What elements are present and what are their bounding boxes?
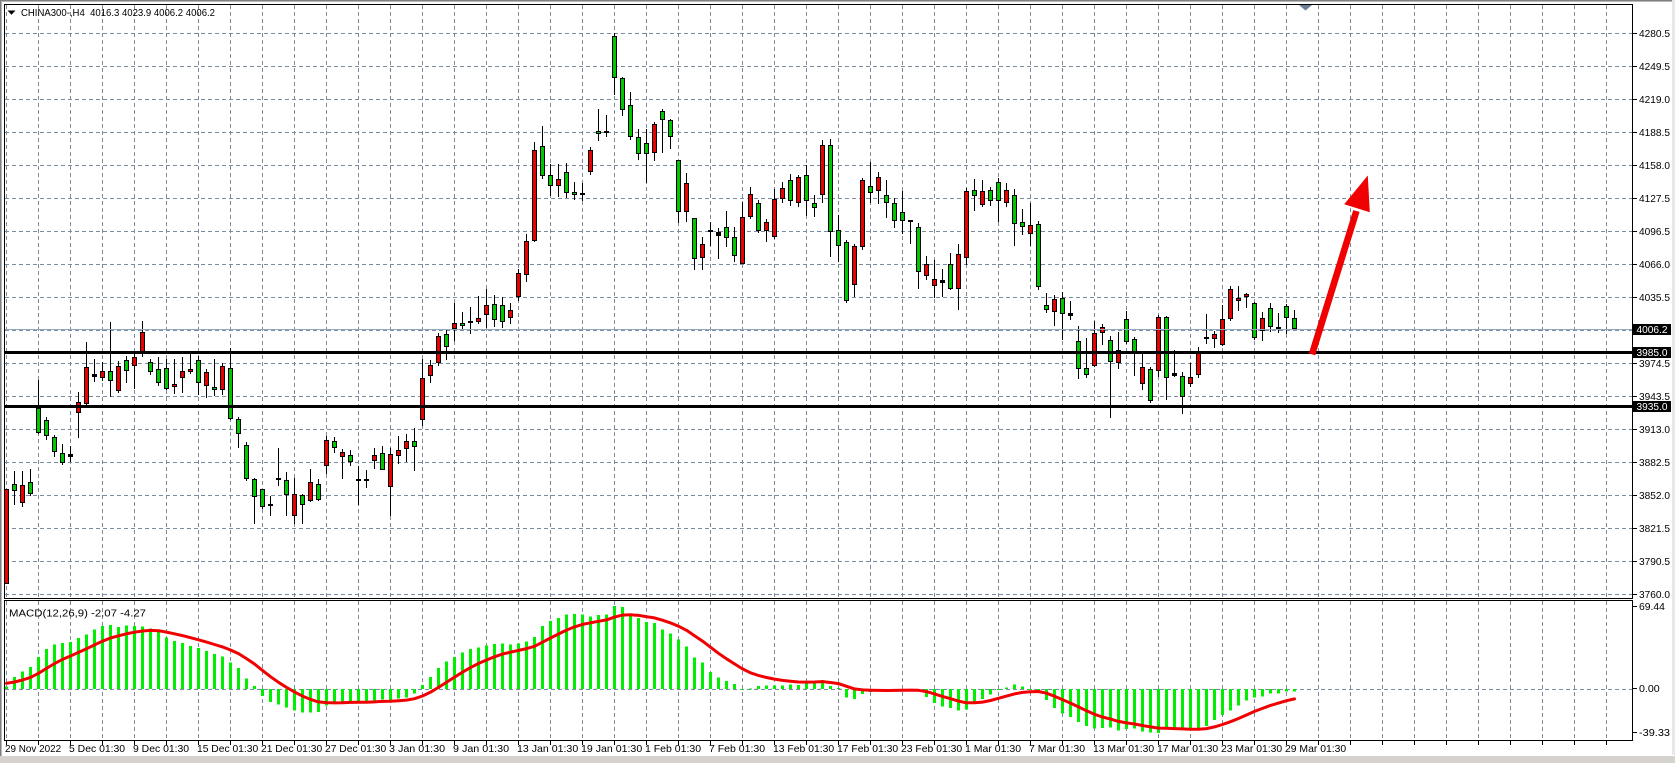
svg-text:17 Mar 01:30: 17 Mar 01:30 xyxy=(1157,743,1218,755)
svg-text:29 Mar 01:30: 29 Mar 01:30 xyxy=(1285,743,1346,755)
svg-text:17 Feb 01:30: 17 Feb 01:30 xyxy=(837,743,898,755)
svg-text:3935.0: 3935.0 xyxy=(1637,402,1668,413)
svg-text:4096.5: 4096.5 xyxy=(1639,226,1670,238)
svg-text:4219.0: 4219.0 xyxy=(1639,94,1670,106)
svg-text:15 Dec 01:30: 15 Dec 01:30 xyxy=(197,743,258,755)
svg-text:3974.5: 3974.5 xyxy=(1639,358,1670,370)
svg-text:3852.0: 3852.0 xyxy=(1639,490,1670,502)
svg-text:3760.0: 3760.0 xyxy=(1639,589,1670,601)
svg-text:0.00: 0.00 xyxy=(1639,683,1660,695)
svg-text:29 Nov 2022: 29 Nov 2022 xyxy=(5,743,61,755)
svg-text:19 Jan 01:30: 19 Jan 01:30 xyxy=(581,743,642,755)
svg-text:4035.5: 4035.5 xyxy=(1639,292,1670,304)
svg-text:3882.5: 3882.5 xyxy=(1639,457,1670,469)
svg-text:3821.5: 3821.5 xyxy=(1639,523,1670,535)
svg-text:23 Feb 01:30: 23 Feb 01:30 xyxy=(901,743,962,755)
svg-text:7 Feb 01:30: 7 Feb 01:30 xyxy=(709,743,765,755)
svg-text:4066.0: 4066.0 xyxy=(1639,259,1670,271)
svg-text:4249.5: 4249.5 xyxy=(1639,61,1670,73)
svg-text:27 Dec 01:30: 27 Dec 01:30 xyxy=(325,743,386,755)
svg-text:21 Dec 01:30: 21 Dec 01:30 xyxy=(261,743,322,755)
svg-text:3913.0: 3913.0 xyxy=(1639,424,1670,436)
svg-text:MACD(12,26,9) -2.07 -4.27: MACD(12,26,9) -2.07 -4.27 xyxy=(9,608,146,620)
svg-text:-39.33: -39.33 xyxy=(1639,727,1670,739)
svg-text:5 Dec 01:30: 5 Dec 01:30 xyxy=(69,743,125,755)
svg-text:4127.5: 4127.5 xyxy=(1639,193,1670,205)
svg-text:CHINA300-,H4 4016.3 4023.9 40: CHINA300-,H4 4016.3 4023.9 4006.2 4006.2 xyxy=(21,7,215,19)
svg-text:3790.5: 3790.5 xyxy=(1639,556,1670,568)
svg-text:7 Mar 01:30: 7 Mar 01:30 xyxy=(1029,743,1085,755)
svg-text:3943.5: 3943.5 xyxy=(1639,391,1670,403)
svg-text:3985.0: 3985.0 xyxy=(1637,348,1668,359)
svg-text:13 Jan 01:30: 13 Jan 01:30 xyxy=(517,743,578,755)
svg-text:1 Mar 01:30: 1 Mar 01:30 xyxy=(965,743,1021,755)
svg-text:4158.0: 4158.0 xyxy=(1639,160,1670,172)
svg-text:1 Feb 01:30: 1 Feb 01:30 xyxy=(645,743,701,755)
svg-text:13 Mar 01:30: 13 Mar 01:30 xyxy=(1093,743,1154,755)
svg-text:4280.5: 4280.5 xyxy=(1639,28,1670,40)
svg-text:4006.2: 4006.2 xyxy=(1637,325,1668,336)
svg-text:4188.5: 4188.5 xyxy=(1639,127,1670,139)
svg-text:9 Jan 01:30: 9 Jan 01:30 xyxy=(453,743,509,755)
svg-text:13 Feb 01:30: 13 Feb 01:30 xyxy=(773,743,834,755)
svg-text:69.44: 69.44 xyxy=(1639,601,1665,613)
svg-text:9 Dec 01:30: 9 Dec 01:30 xyxy=(133,743,189,755)
svg-text:23 Mar 01:30: 23 Mar 01:30 xyxy=(1221,743,1282,755)
svg-text:3 Jan 01:30: 3 Jan 01:30 xyxy=(389,743,445,755)
